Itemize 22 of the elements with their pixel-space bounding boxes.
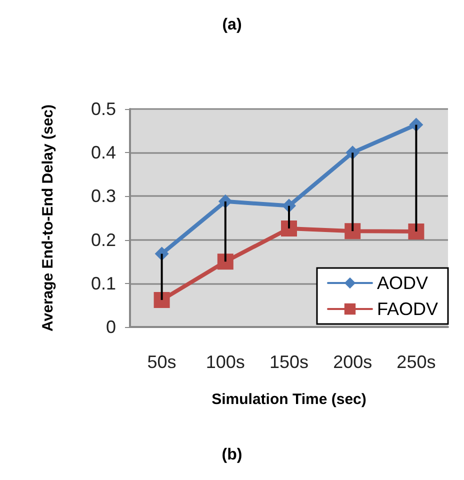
y-tick-label: 0.1 <box>90 273 116 294</box>
y-tick-label: 0.2 <box>90 230 116 250</box>
point <box>408 224 424 240</box>
point <box>154 292 170 308</box>
y-axis-title: Average End-to-End Delay (sec) <box>40 104 56 332</box>
y-tick-label: 0.5 <box>90 99 116 119</box>
x-tick-label: 200s <box>333 352 372 372</box>
y-tick-label: 0.3 <box>90 186 116 206</box>
x-tick-label: 150s <box>269 352 309 372</box>
legend-label: AODV <box>376 273 428 293</box>
point <box>344 223 361 240</box>
text: (b) <box>222 446 242 464</box>
point <box>281 220 297 236</box>
x-tick-label: 100s <box>206 352 245 372</box>
point <box>217 254 234 270</box>
y-tick-label: 0 <box>106 317 116 337</box>
x-axis-title: Simulation Time (sec) <box>212 391 366 408</box>
x-tick-label: 250s <box>396 352 436 372</box>
legend-label: FAODV <box>376 299 438 319</box>
y-tick-label: 0.4 <box>90 142 116 163</box>
chart-title: (a) <box>222 16 242 34</box>
x-tick-label: 50s <box>147 352 176 372</box>
